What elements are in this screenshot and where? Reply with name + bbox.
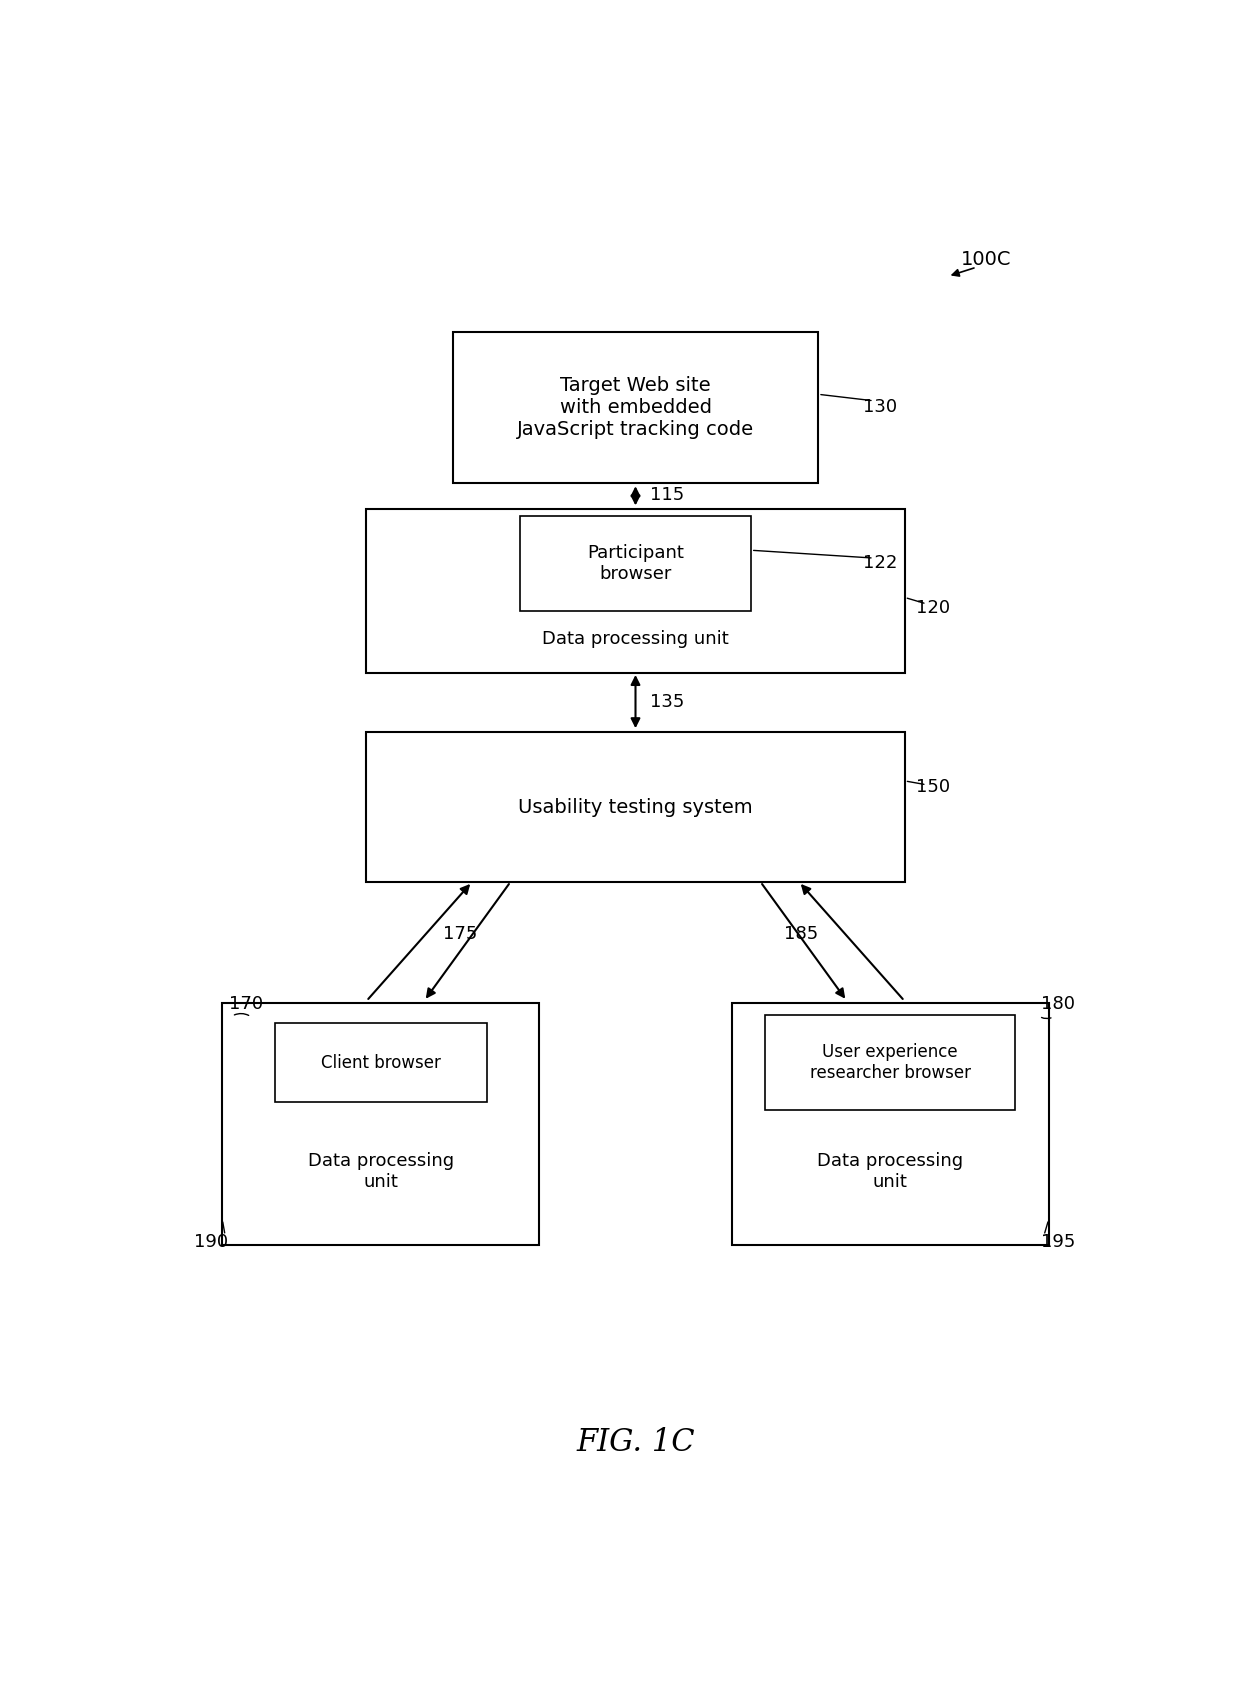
Text: 122: 122	[863, 555, 898, 572]
Text: 175: 175	[444, 926, 477, 943]
Text: Participant
browser: Participant browser	[587, 545, 684, 582]
Text: Client browser: Client browser	[321, 1054, 440, 1072]
Text: 130: 130	[863, 398, 898, 417]
Bar	[367, 509, 905, 672]
Text: Data processing
unit: Data processing unit	[817, 1152, 963, 1191]
Bar	[521, 516, 751, 611]
FancyArrowPatch shape	[234, 1014, 249, 1016]
Text: 190: 190	[193, 1234, 228, 1251]
Text: 120: 120	[916, 599, 951, 616]
Text: 100C: 100C	[961, 250, 1012, 269]
Bar	[275, 1023, 486, 1101]
Text: 150: 150	[916, 778, 951, 797]
Text: User experience
researcher browser: User experience researcher browser	[810, 1043, 971, 1082]
Bar	[453, 332, 818, 483]
Text: 180: 180	[1042, 994, 1075, 1013]
Bar	[222, 1002, 539, 1246]
Text: 195: 195	[1042, 1234, 1075, 1251]
Text: Data processing
unit: Data processing unit	[308, 1152, 454, 1191]
Text: 115: 115	[650, 487, 684, 504]
Text: Usability testing system: Usability testing system	[518, 798, 753, 817]
Text: FIG. 1C: FIG. 1C	[577, 1428, 694, 1459]
Text: 170: 170	[229, 994, 263, 1013]
Bar	[765, 1016, 1016, 1110]
Bar	[732, 1002, 1049, 1246]
Bar	[367, 732, 905, 882]
Text: Data processing unit: Data processing unit	[542, 630, 729, 648]
Text: 135: 135	[650, 693, 684, 711]
Text: Target Web site
with embedded
JavaScript tracking code: Target Web site with embedded JavaScript…	[517, 376, 754, 439]
Text: 185: 185	[785, 926, 818, 943]
